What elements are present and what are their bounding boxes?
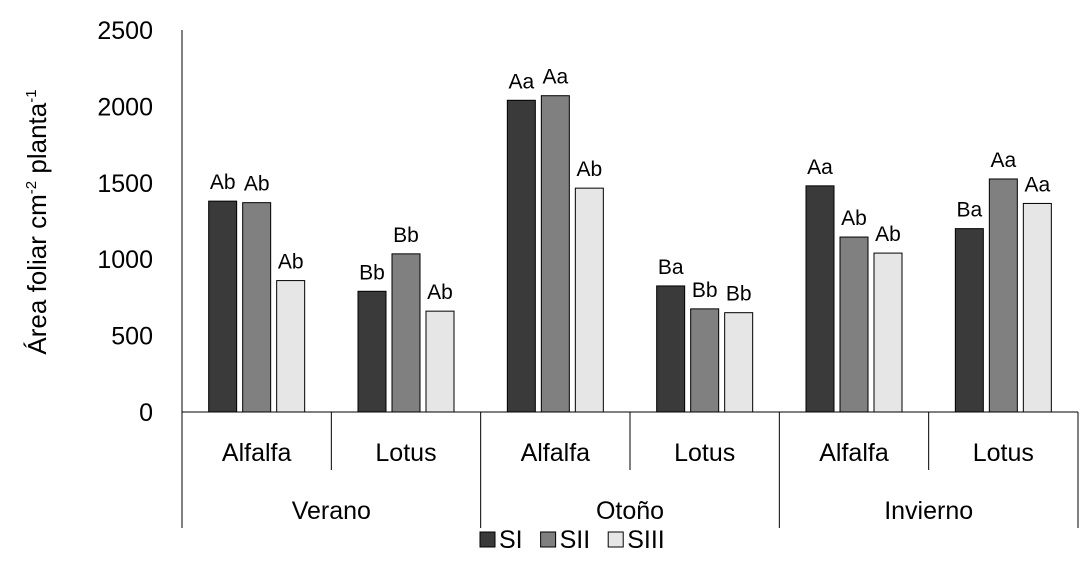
y-tick-label: 2500 xyxy=(97,17,153,45)
bar-siii xyxy=(724,312,754,413)
x-axis-crop-labels: Alfalfa Lotus Alfalfa Lotus Alfalfa Lotus xyxy=(222,439,1034,467)
bar-annotation: Ba xyxy=(956,199,982,222)
bar-annotation: Aa xyxy=(542,66,568,89)
bar-annotation: Aa xyxy=(990,149,1016,172)
bar-annotation: Aa xyxy=(1024,173,1050,196)
bar-siii xyxy=(276,280,306,413)
legend-swatch-sii xyxy=(540,531,557,548)
axes xyxy=(181,30,1079,528)
x-season-label: Invierno xyxy=(884,497,973,525)
y-tick-label: 1000 xyxy=(97,246,153,274)
bar-si xyxy=(954,228,984,413)
bar-annotation: Bb xyxy=(393,224,419,247)
y-axis-title-part: Área foliar cm xyxy=(22,194,52,354)
bar-si xyxy=(208,200,238,413)
y-tick-label: 0 xyxy=(139,399,153,427)
x-category-label: Lotus xyxy=(375,439,436,467)
bar-si xyxy=(506,99,536,413)
bar-sii xyxy=(391,253,421,413)
bar-annotation: Ab xyxy=(278,251,304,274)
bar-si xyxy=(656,285,686,413)
bar-annotation: Aa xyxy=(508,70,534,93)
bar-annotation: Ab xyxy=(841,207,867,230)
bar-siii xyxy=(1022,202,1052,413)
bar-siii xyxy=(873,252,903,413)
legend-swatch-siii xyxy=(607,531,624,548)
bar-sii xyxy=(242,202,272,413)
x-category-label: Alfalfa xyxy=(819,439,889,467)
y-axis-label: Área foliar cm-2 planta-1 xyxy=(22,89,52,354)
bar-si xyxy=(805,185,835,413)
bar-siii xyxy=(425,310,455,413)
y-tick-label: 500 xyxy=(111,323,153,351)
bar-si xyxy=(357,290,387,413)
legend: SI SII SIII xyxy=(479,526,665,554)
bar-siii xyxy=(574,187,604,413)
bar-annotation: Bb xyxy=(692,279,718,302)
x-season-label: Otoño xyxy=(596,497,664,525)
x-category-label: Alfalfa xyxy=(521,439,591,467)
y-axis-title-part: -2 xyxy=(23,181,40,194)
bar-annotation: Ab xyxy=(576,158,602,181)
bar-annotation: Ab xyxy=(210,171,236,194)
bar-annotation: Bb xyxy=(726,283,752,306)
bar-annotation: Bb xyxy=(359,261,385,284)
x-season-label: Verano xyxy=(292,497,371,525)
x-category-label: Lotus xyxy=(674,439,735,467)
y-axis-ticks: 0 500 1000 1500 2000 2500 xyxy=(97,17,153,427)
bar-annotations: Ab Ab Ab Bb Bb Ab Aa Aa Ab Ba Bb Bb Aa Ab Ab Ba Aa Aa xyxy=(210,66,1051,306)
legend-swatch-si xyxy=(479,531,496,548)
bar-annotation: Ab xyxy=(875,223,901,246)
bars xyxy=(208,95,1052,413)
x-category-label: Alfalfa xyxy=(222,439,292,467)
y-tick-label: 2000 xyxy=(97,93,153,121)
legend-label-si: SI xyxy=(499,526,523,554)
bar-sii xyxy=(988,178,1018,413)
bar-annotation: Ba xyxy=(658,256,684,279)
y-tick-label: 1500 xyxy=(97,170,153,198)
bar-sii xyxy=(690,308,720,413)
y-axis-title-part: -1 xyxy=(23,89,40,102)
y-axis-title-part: planta xyxy=(22,102,52,181)
bar-annotation: Ab xyxy=(244,173,270,196)
x-category-label: Lotus xyxy=(973,439,1034,467)
bar-annotation: Ab xyxy=(427,281,453,304)
bar-sii xyxy=(540,95,570,413)
legend-label-sii: SII xyxy=(560,526,591,554)
x-axis-season-labels: Verano Otoño Invierno xyxy=(292,497,973,525)
y-axis-title: Área foliar cm-2 planta-1 xyxy=(22,89,52,354)
bar-sii xyxy=(839,236,869,413)
bar-annotation: Aa xyxy=(807,156,833,179)
legend-label-siii: SIII xyxy=(627,526,665,554)
